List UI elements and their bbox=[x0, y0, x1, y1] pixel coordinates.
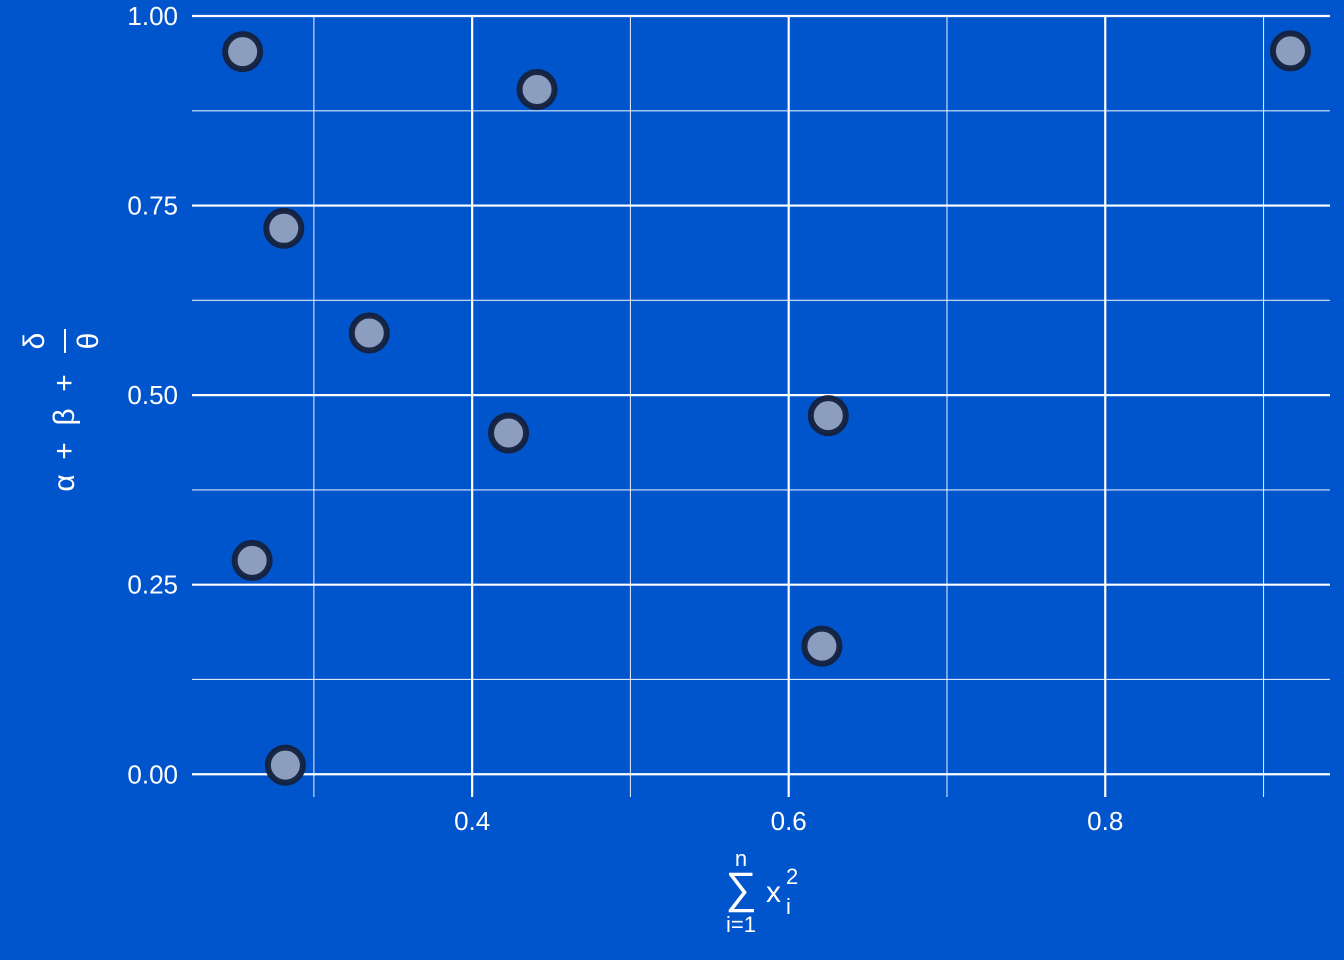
x-tick-label: 0.4 bbox=[454, 806, 490, 836]
x-label-subscript: i bbox=[786, 894, 791, 919]
x-label-upper-limit: n bbox=[735, 846, 747, 871]
x-axis-label: n ∑ i=1 x 2 i bbox=[725, 846, 798, 937]
y-label-alpha: α bbox=[48, 474, 81, 491]
x-tick-label: 0.6 bbox=[771, 806, 807, 836]
y-axis-tick-labels: 0.00 0.25 0.50 0.75 1.00 bbox=[127, 1, 178, 789]
scatter-point bbox=[264, 744, 306, 786]
scatter-point bbox=[348, 312, 390, 354]
scatter-point bbox=[222, 31, 264, 73]
x-label-sum-symbol: ∑ bbox=[725, 864, 756, 913]
x-label-lower-limit: i=1 bbox=[726, 912, 756, 937]
x-label-superscript: 2 bbox=[786, 864, 798, 889]
y-tick-label: 0.00 bbox=[127, 759, 178, 789]
y-label-beta: β bbox=[48, 408, 81, 425]
y-tick-label: 0.75 bbox=[127, 191, 178, 221]
y-axis-label: α + β + δ θ bbox=[18, 329, 105, 492]
y-tick-label: 0.50 bbox=[127, 380, 178, 410]
y-tick-label: 1.00 bbox=[127, 1, 178, 31]
x-tick-label: 0.8 bbox=[1087, 806, 1123, 836]
y-tick-label: 0.25 bbox=[127, 570, 178, 600]
scatter-point bbox=[231, 539, 273, 581]
data-points bbox=[222, 30, 1311, 786]
scatter-point bbox=[263, 207, 305, 249]
y-label-denominator: θ bbox=[72, 333, 105, 350]
scatter-point bbox=[488, 412, 530, 454]
y-label-plus-1: + bbox=[48, 442, 81, 460]
scatter-point bbox=[1269, 30, 1311, 72]
scatter-point bbox=[807, 395, 849, 437]
scatter-point bbox=[516, 69, 558, 111]
scatter-point bbox=[801, 625, 843, 667]
x-label-base: x bbox=[766, 876, 781, 909]
x-axis-tick-labels: 0.4 0.6 0.8 bbox=[454, 806, 1123, 836]
y-label-plus-2: + bbox=[48, 374, 81, 392]
y-label-numerator: δ bbox=[18, 333, 51, 350]
minor-gridlines bbox=[192, 16, 1330, 797]
major-gridlines bbox=[192, 14, 1330, 797]
